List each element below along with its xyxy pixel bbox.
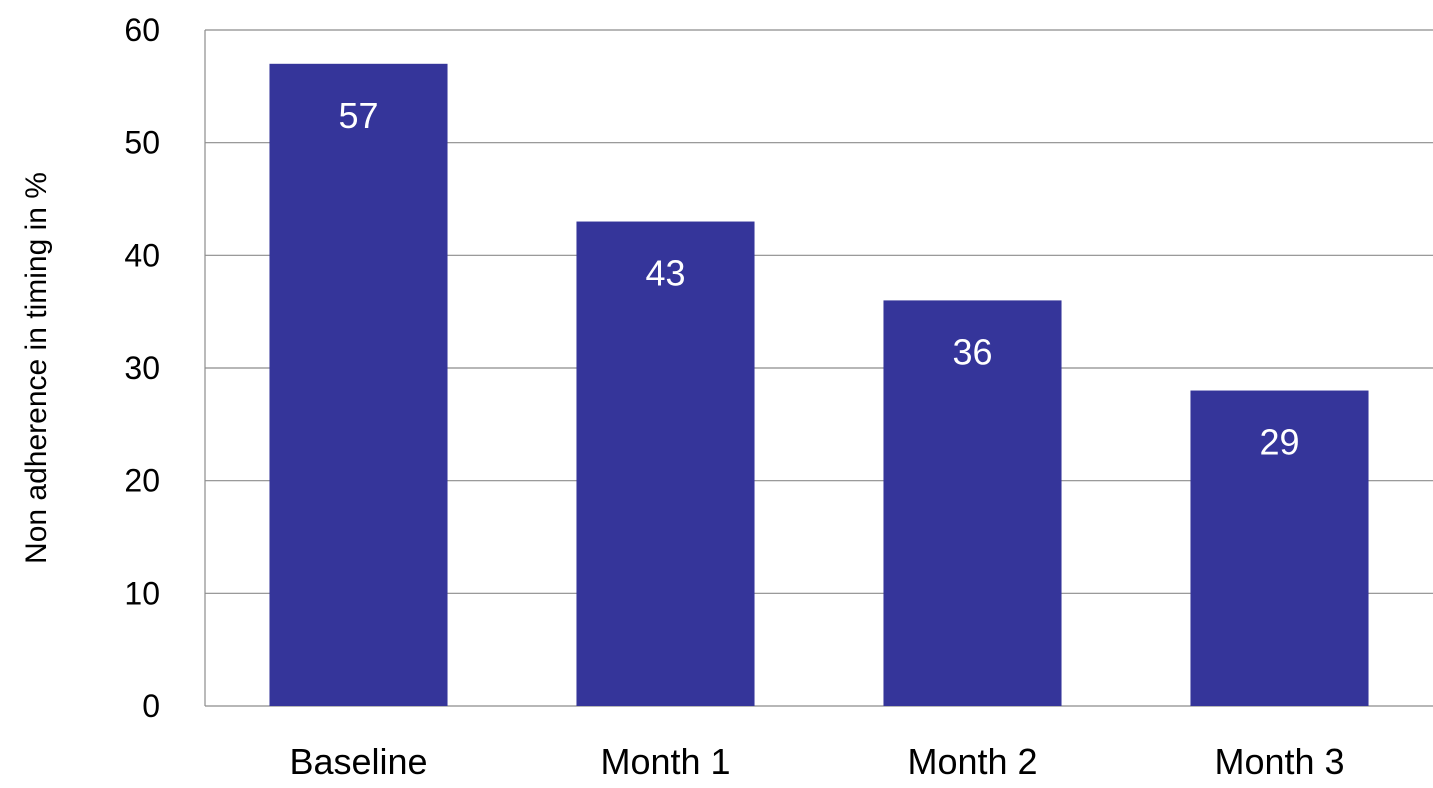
data-label: 57	[338, 95, 378, 136]
y-tick-label: 60	[124, 12, 160, 48]
y-tick-label: 50	[124, 125, 160, 161]
data-labels: 57 43 36 29	[338, 95, 1299, 463]
data-label: 29	[1259, 422, 1299, 463]
y-tick-label: 30	[124, 350, 160, 386]
x-tick-label: Month 1	[600, 741, 730, 782]
bars	[269, 63, 1369, 707]
bar-baseline	[269, 63, 448, 707]
y-tick-label: 20	[124, 463, 160, 499]
data-label: 36	[952, 331, 992, 372]
bar-month-3	[1190, 390, 1369, 706]
y-tick-label: 40	[124, 237, 160, 273]
y-tick-label: 10	[124, 575, 160, 611]
tick-labels: 0 10 20 30 40 50 60 Baseline Month 1 Month 2 Month…	[124, 12, 1344, 782]
x-tick-label: Baseline	[289, 741, 427, 782]
x-tick-label: Month 3	[1214, 741, 1344, 782]
bar-month-2	[883, 300, 1062, 706]
x-tick-label: Month 2	[907, 741, 1037, 782]
bar-month-1	[576, 221, 755, 707]
y-axis-title: Non adherence in timing in %	[20, 172, 53, 564]
y-tick-label: 0	[142, 688, 160, 724]
data-label: 43	[645, 253, 685, 294]
